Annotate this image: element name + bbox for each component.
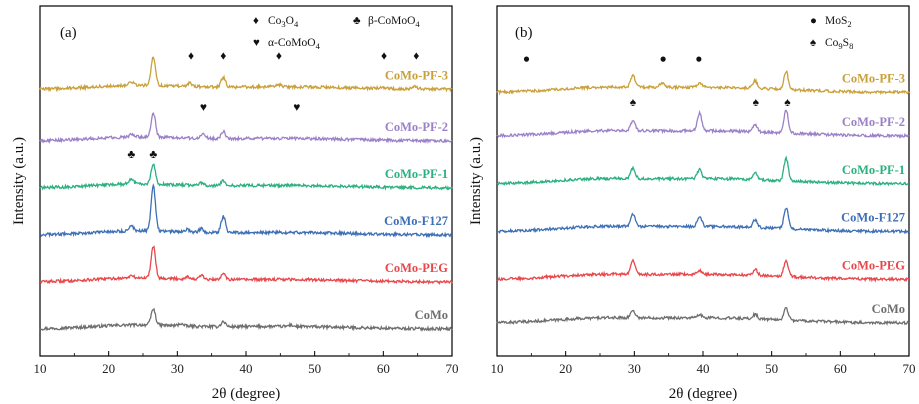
phase-marker: ♦ [413,48,419,62]
legend-entry-part: Co [825,37,839,49]
series-label: CoMo-PF-1 [385,167,448,181]
legend-entry-part: O [286,15,294,27]
phase-marker: ♦ [276,48,282,62]
x-tick-label: 50 [765,361,778,376]
x-tick-label: 20 [559,361,572,376]
series-label: CoMo-PF-1 [842,163,905,177]
legend-entry: β-CoMoO4 [368,15,420,29]
legend-entry-part: S [843,37,849,49]
x-axis-title: 2θ (degree) [669,386,737,402]
phase-marker: ♦ [188,48,194,62]
y-axis-title: Intensity (a.u.) [468,137,484,225]
panel-label: (b) [515,25,533,41]
legend-entry: MoS2 [825,15,852,29]
legend-entry-part: MoS [825,15,847,27]
legend-entry-part: α-CoMoO [268,37,316,49]
series-label: CoMo [872,302,905,316]
plot-frame [39,5,453,357]
series-line-como-pf-2 [496,109,910,139]
x-tick-label: 50 [308,361,321,376]
x-tick-label: 60 [377,361,390,376]
phase-marker: ♥ [200,100,207,114]
x-axis-title: 2θ (degree) [212,386,280,402]
series-line-como-pf-1 [496,155,910,187]
series-label: CoMo-F127 [384,214,448,228]
y-axis-title: Intensity (a.u.) [11,137,27,225]
series-label: CoMo-PF-2 [842,115,905,129]
chart-panel-b: 10 20 30 40 50 60 70 2θ (degree) Intensity (a.u.… [468,5,916,402]
legend-entry-part: 8 [849,41,853,51]
phase-marker: ♠ [784,95,791,109]
legend-entry-part: 2 [847,19,851,29]
series-line-como [39,307,453,332]
x-tick-label: 30 [628,361,641,376]
legend-entry-part: β-CoMoO [368,15,415,27]
series-line-como-pf-1 [39,163,453,191]
series-line-como-pf-3 [39,56,453,93]
phase-marker: ♠ [630,95,637,109]
x-tick-label: 60 [834,361,847,376]
series-line-como-pf-2 [39,112,453,144]
phase-marker: ● [523,51,530,65]
legend-entry-part: 4 [294,19,299,29]
legend-entry: α-CoMoO4 [268,37,321,51]
legend-symbol: ● [810,15,817,27]
series-label: CoMo-PEG [842,259,905,273]
phase-marker: ● [660,51,667,65]
x-tick-label: 40 [240,361,253,376]
x-tick-label: 20 [102,361,115,376]
legend-entry-part: 9 [838,41,842,51]
series-label: CoMo-PEG [385,261,448,275]
phase-marker: ♦ [220,48,226,62]
phase-marker: ♥ [293,100,300,114]
x-tick-label: 70 [446,361,459,376]
series-line-como-f127 [39,183,453,239]
legend-symbol: ♣ [353,15,361,27]
phase-marker: ♠ [753,95,760,109]
series-line-como-peg [496,258,910,283]
x-tick-label: 10 [491,361,504,376]
phase-marker: ♦ [381,48,387,62]
legend-entry-part: Co [268,15,282,27]
series-label: CoMo [415,308,448,322]
legend: ● MoS2 ♠ Co9S8 [810,15,853,51]
series-line-como-f127 [496,207,910,235]
x-tick-label: 30 [171,361,184,376]
legend-entry-part: 4 [415,19,420,29]
series-label: CoMo-PF-3 [385,68,448,82]
phase-marker: ♣ [127,147,135,161]
x-tick-label: 70 [903,361,916,376]
legend: ♦ Co3O4 ♣ β-CoMoO4♥ α-CoMoO4 [253,15,420,51]
legend-symbol: ♥ [253,37,260,49]
series-label: CoMo-PF-2 [385,120,448,134]
series-label: CoMo-PF-3 [842,71,905,85]
legend-entry: Co3O4 [268,15,299,29]
series-line-como-peg [40,245,453,285]
phase-marker: ♣ [149,147,157,161]
phase-marker: ● [695,51,702,65]
panel-label: (a) [60,25,77,41]
legend-entry-part: 3 [281,19,285,29]
series-line-como-pf-3 [496,69,910,96]
legend-symbol: ♦ [253,15,259,27]
chart-panel-a: 10 20 30 40 50 60 70 2θ (degree) Intensity (a.u.… [11,5,459,402]
x-tick-label: 10 [34,361,47,376]
legend-entry-part: 4 [316,41,321,51]
x-tick-label: 40 [697,361,710,376]
legend-symbol: ♠ [810,37,816,49]
series-line-como [496,306,910,327]
series-label: CoMo-F127 [841,211,905,225]
legend-entry: Co9S8 [825,37,853,51]
